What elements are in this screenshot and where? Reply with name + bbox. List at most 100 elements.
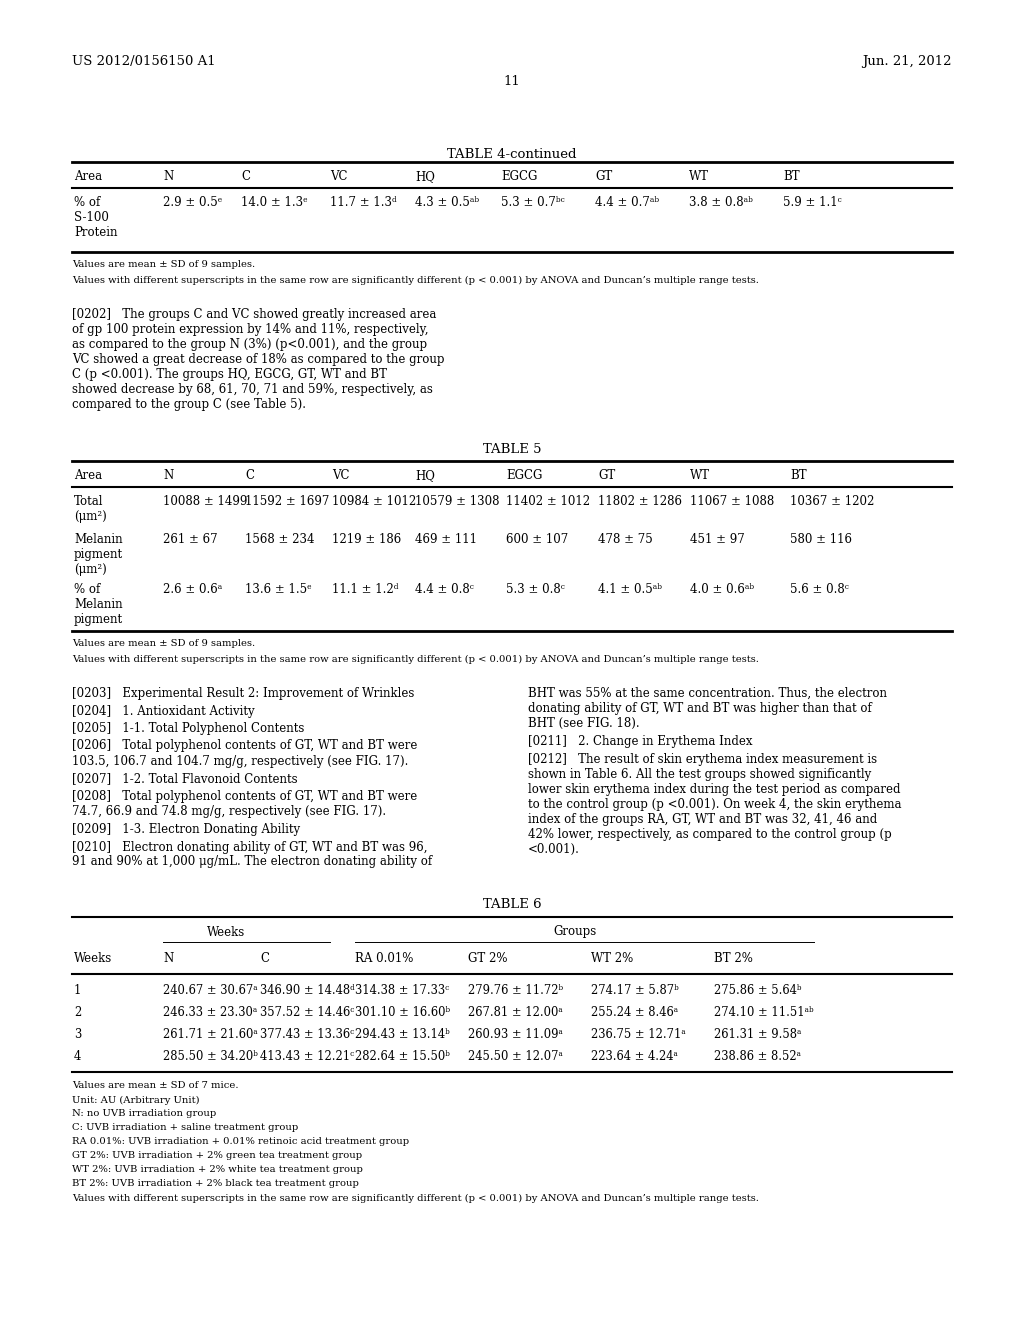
Text: 478 ± 75: 478 ± 75 [598,533,652,546]
Text: RA 0.01%: UVB irradiation + 0.01% retinoic acid treatment group: RA 0.01%: UVB irradiation + 0.01% retino… [72,1138,410,1147]
Text: 285.50 ± 34.20ᵇ: 285.50 ± 34.20ᵇ [163,1049,258,1063]
Text: 245.50 ± 12.07ᵃ: 245.50 ± 12.07ᵃ [468,1049,563,1063]
Text: Values with different superscripts in the same row are significantly different (: Values with different superscripts in th… [72,1193,759,1203]
Text: Values with different superscripts in the same row are significantly different (: Values with different superscripts in th… [72,276,759,285]
Text: Melanin
pigment
(μm²): Melanin pigment (μm²) [74,533,123,576]
Text: 600 ± 107: 600 ± 107 [506,533,568,546]
Text: 2.9 ± 0.5ᵉ: 2.9 ± 0.5ᵉ [163,195,222,209]
Text: 11402 ± 1012: 11402 ± 1012 [506,495,590,508]
Text: 10088 ± 1499: 10088 ± 1499 [163,495,248,508]
Text: 279.76 ± 11.72ᵇ: 279.76 ± 11.72ᵇ [468,983,563,997]
Text: [0210]   Electron donating ability of GT, WT and BT was 96,
91 and 90% at 1,000 : [0210] Electron donating ability of GT, … [72,841,432,869]
Text: EGCG: EGCG [506,469,543,482]
Text: [0209]   1-3. Electron Donating Ability: [0209] 1-3. Electron Donating Ability [72,822,300,836]
Text: Values with different superscripts in the same row are significantly different (: Values with different superscripts in th… [72,655,759,664]
Text: 282.64 ± 15.50ᵇ: 282.64 ± 15.50ᵇ [355,1049,450,1063]
Text: N: N [163,952,173,965]
Text: 1: 1 [74,983,81,997]
Text: 314.38 ± 17.33ᶜ: 314.38 ± 17.33ᶜ [355,983,450,997]
Text: N: N [163,469,173,482]
Text: 413.43 ± 12.21ᶜ: 413.43 ± 12.21ᶜ [260,1049,354,1063]
Text: 5.6 ± 0.8ᶜ: 5.6 ± 0.8ᶜ [790,583,849,597]
Text: 11067 ± 1088: 11067 ± 1088 [690,495,774,508]
Text: Area: Area [74,469,102,482]
Text: Groups: Groups [553,925,596,939]
Text: TABLE 6: TABLE 6 [482,899,542,912]
Text: VC: VC [332,469,349,482]
Text: 2.6 ± 0.6ᵃ: 2.6 ± 0.6ᵃ [163,583,222,597]
Text: 11.1 ± 1.2ᵈ: 11.1 ± 1.2ᵈ [332,583,398,597]
Text: 580 ± 116: 580 ± 116 [790,533,852,546]
Text: % of
S-100
Protein: % of S-100 Protein [74,195,118,239]
Text: [0211]   2. Change in Erythema Index: [0211] 2. Change in Erythema Index [528,735,753,748]
Text: BT 2%: BT 2% [714,952,753,965]
Text: [0205]   1-1. Total Polyphenol Contents: [0205] 1-1. Total Polyphenol Contents [72,722,304,735]
Text: HQ: HQ [415,469,435,482]
Text: C: C [245,469,254,482]
Text: 261 ± 67: 261 ± 67 [163,533,218,546]
Text: Weeks: Weeks [208,925,246,939]
Text: 13.6 ± 1.5ᵉ: 13.6 ± 1.5ᵉ [245,583,311,597]
Text: GT: GT [598,469,615,482]
Text: Jun. 21, 2012: Jun. 21, 2012 [862,55,952,69]
Text: 346.90 ± 14.48ᵈ: 346.90 ± 14.48ᵈ [260,983,354,997]
Text: 274.10 ± 11.51ᵃᵇ: 274.10 ± 11.51ᵃᵇ [714,1006,814,1019]
Text: Total
(μm²): Total (μm²) [74,495,106,523]
Text: N: no UVB irradiation group: N: no UVB irradiation group [72,1110,216,1118]
Text: 377.43 ± 13.36ᶜ: 377.43 ± 13.36ᶜ [260,1027,354,1040]
Text: 5.9 ± 1.1ᶜ: 5.9 ± 1.1ᶜ [783,195,842,209]
Text: TABLE 5: TABLE 5 [482,444,542,455]
Text: HQ: HQ [415,170,435,183]
Text: GT: GT [595,170,612,183]
Text: 4.4 ± 0.8ᶜ: 4.4 ± 0.8ᶜ [415,583,474,597]
Text: 3: 3 [74,1027,81,1040]
Text: [0206]   Total polyphenol contents of GT, WT and BT were
103.5, 106.7 and 104.7 : [0206] Total polyphenol contents of GT, … [72,739,418,767]
Text: C: UVB irradiation + saline treatment group: C: UVB irradiation + saline treatment gr… [72,1123,298,1133]
Text: 275.86 ± 5.64ᵇ: 275.86 ± 5.64ᵇ [714,983,802,997]
Text: 11.7 ± 1.3ᵈ: 11.7 ± 1.3ᵈ [330,195,396,209]
Text: [0208]   Total polyphenol contents of GT, WT and BT were
74.7, 66.9 and 74.8 mg/: [0208] Total polyphenol contents of GT, … [72,789,417,818]
Text: 223.64 ± 4.24ᵃ: 223.64 ± 4.24ᵃ [591,1049,678,1063]
Text: 469 ± 111: 469 ± 111 [415,533,477,546]
Text: 1568 ± 234: 1568 ± 234 [245,533,314,546]
Text: [0202]   The groups C and VC showed greatly increased area
of gp 100 protein exp: [0202] The groups C and VC showed greatl… [72,308,444,411]
Text: % of
Melanin
pigment: % of Melanin pigment [74,583,123,626]
Text: 4.1 ± 0.5ᵃᵇ: 4.1 ± 0.5ᵃᵇ [598,583,662,597]
Text: BHT was 55% at the same concentration. Thus, the electron
donating ability of GT: BHT was 55% at the same concentration. T… [528,686,887,730]
Text: [0212]   The result of skin erythema index measurement is
shown in Table 6. All : [0212] The result of skin erythema index… [528,752,901,855]
Text: Values are mean ± SD of 9 samples.: Values are mean ± SD of 9 samples. [72,639,255,648]
Text: 236.75 ± 12.71ᵃ: 236.75 ± 12.71ᵃ [591,1027,686,1040]
Text: EGCG: EGCG [501,170,538,183]
Text: 10579 ± 1308: 10579 ± 1308 [415,495,500,508]
Text: [0207]   1-2. Total Flavonoid Contents: [0207] 1-2. Total Flavonoid Contents [72,772,298,785]
Text: WT: WT [689,170,709,183]
Text: 294.43 ± 13.14ᵇ: 294.43 ± 13.14ᵇ [355,1027,450,1040]
Text: 11: 11 [504,75,520,88]
Text: GT 2%: GT 2% [468,952,508,965]
Text: Area: Area [74,170,102,183]
Text: 451 ± 97: 451 ± 97 [690,533,744,546]
Text: 10367 ± 1202: 10367 ± 1202 [790,495,874,508]
Text: 10984 ± 1012: 10984 ± 1012 [332,495,416,508]
Text: [0204]   1. Antioxidant Activity: [0204] 1. Antioxidant Activity [72,705,255,718]
Text: 3.8 ± 0.8ᵃᵇ: 3.8 ± 0.8ᵃᵇ [689,195,753,209]
Text: RA 0.01%: RA 0.01% [355,952,414,965]
Text: 246.33 ± 23.30ᵃ: 246.33 ± 23.30ᵃ [163,1006,257,1019]
Text: VC: VC [330,170,347,183]
Text: 238.86 ± 8.52ᵃ: 238.86 ± 8.52ᵃ [714,1049,801,1063]
Text: 261.31 ± 9.58ᵃ: 261.31 ± 9.58ᵃ [714,1027,802,1040]
Text: 4.4 ± 0.7ᵃᵇ: 4.4 ± 0.7ᵃᵇ [595,195,659,209]
Text: WT: WT [690,469,710,482]
Text: 2: 2 [74,1006,81,1019]
Text: 11592 ± 1697: 11592 ± 1697 [245,495,330,508]
Text: WT 2%: UVB irradiation + 2% white tea treatment group: WT 2%: UVB irradiation + 2% white tea tr… [72,1166,362,1175]
Text: C: C [260,952,269,965]
Text: C: C [241,170,250,183]
Text: 261.71 ± 21.60ᵃ: 261.71 ± 21.60ᵃ [163,1027,258,1040]
Text: BT: BT [790,469,807,482]
Text: Values are mean ± SD of 9 samples.: Values are mean ± SD of 9 samples. [72,260,255,269]
Text: 4: 4 [74,1049,81,1063]
Text: 255.24 ± 8.46ᵃ: 255.24 ± 8.46ᵃ [591,1006,678,1019]
Text: US 2012/0156150 A1: US 2012/0156150 A1 [72,55,216,69]
Text: 301.10 ± 16.60ᵇ: 301.10 ± 16.60ᵇ [355,1006,451,1019]
